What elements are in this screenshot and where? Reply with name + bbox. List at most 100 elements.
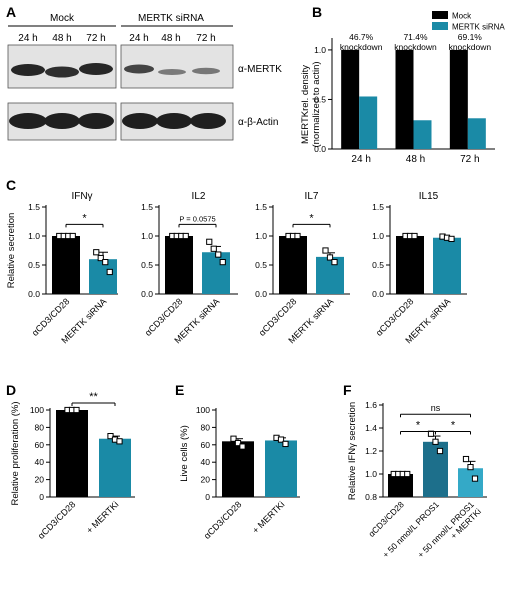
panel-c2-y-tick-label: 0.5 (141, 260, 153, 270)
panel-c2-data-point (219, 259, 226, 266)
panel-b-letter: B (312, 4, 322, 20)
panel-c4-y-tick-label: 0.0 (372, 289, 384, 299)
panel-d-x-tick-label: + MERTKi (84, 499, 120, 535)
panel-c4-data-point (411, 232, 418, 240)
panel-f-y-tick-label: 1.2 (365, 446, 377, 456)
panel-b-bar-mock (395, 49, 414, 150)
panel-a: A Mock MERTK siRNA 24 h 48 h 72 h 24 h 4… (6, 4, 282, 141)
panel-c2-data-point (182, 232, 189, 240)
panel-c1-y-axis-label: Relative secretion (6, 213, 17, 289)
panel-b-y-tick-label: 0.5 (314, 94, 326, 104)
panel-c1-y-tick-label: 0.0 (28, 289, 40, 299)
panel-b-bar-sirna (359, 96, 378, 149)
blot-lane-label: 72 h (86, 33, 105, 44)
panel-c3-y-tick-label: 0.0 (255, 289, 267, 299)
panel-c3-significance-label: * (309, 212, 314, 224)
panel-d-y-tick-label: 40 (35, 457, 45, 467)
blot-group-sirna: MERTK siRNA (138, 13, 204, 24)
panel-c3-y-tick-label: 1.5 (255, 202, 267, 212)
panel-f-y-tick-label: 1.0 (365, 469, 377, 479)
panel-c2-bar (202, 252, 230, 294)
panel-c3-data-point (294, 232, 301, 240)
panel-f-y-tick-label: 0.8 (365, 492, 377, 502)
panel-d-y-tick-label: 100 (30, 405, 44, 415)
panel-c1-title: IFNγ (71, 191, 92, 202)
panel-d-data-point (116, 438, 123, 445)
panel-e-y-tick-label: 0 (205, 492, 210, 502)
panel-e-bar (265, 440, 297, 497)
panel-d-x-tick-label: αCD3/CD28 (36, 499, 78, 541)
panel-d-y-tick-label: 20 (35, 475, 45, 485)
panel-f-bar (388, 474, 413, 497)
panel-b-y-tick-label: 1.0 (314, 45, 326, 55)
panel-f-significance-label: ns (431, 403, 441, 413)
blot-lane-label: 48 h (161, 33, 180, 44)
panel-c4-y-tick-label: 1.0 (372, 231, 384, 241)
blot-band (78, 113, 114, 129)
panel-f-data-point (404, 470, 411, 478)
panel-e-data-point (234, 439, 242, 447)
panel-b-y-axis-label: MERTKrel. density(normalized to actin) (300, 61, 322, 147)
blot-band (124, 64, 154, 74)
panel-b-bar-mock (341, 49, 360, 150)
panel-c2-title: IL2 (192, 191, 206, 202)
panel-b-legend-swatch (432, 22, 448, 30)
blot-group-mock: Mock (50, 13, 75, 24)
blot-row-label-actin: α-β-Actin (238, 117, 278, 128)
panel-b-annotation: knockdown (449, 42, 492, 52)
panel-b-annotation: 71.4% (403, 32, 428, 42)
blot-band (45, 66, 79, 78)
panel-c3-bar (279, 236, 307, 294)
panel-f-significance-label: * (416, 419, 421, 431)
panel-f-y-tick-label: 1.4 (365, 423, 377, 433)
panel-d-y-tick-label: 80 (35, 422, 45, 432)
panel-f-data-point (436, 447, 444, 455)
panel-e-y-tick-label: 40 (201, 457, 211, 467)
panel-c3-title: IL7 (305, 191, 319, 202)
panel-c2-data-point (210, 245, 217, 252)
panel-b-x-tick-label: 24 h (351, 154, 370, 165)
panel-b-legend-label: Mock (452, 12, 472, 21)
panel-d-bar (56, 410, 88, 497)
panel-c1-y-tick-label: 1.0 (28, 231, 40, 241)
panel-c4-bar (433, 237, 461, 294)
panel-c2-data-point (206, 238, 213, 245)
panel-f-data-point (432, 438, 439, 445)
panel-e-chart: 0 20 40 60 80 100 Live cells (%) αCD3/CD28 + MER… (179, 405, 300, 541)
panel-e-data-point (230, 435, 237, 442)
panel-b-x-tick-label: 72 h (460, 154, 479, 165)
panel-c1-data-point (93, 249, 100, 256)
panel-e-y-tick-label: 100 (196, 405, 210, 415)
panel-f-y-axis-label: Relative IFNγ secretion (347, 402, 358, 500)
panel-b-chart: 0.0 0.5 1.0 MERTKrel. density(normalized to… (300, 11, 505, 165)
panel-c1-significance-label: * (82, 212, 87, 224)
panel-b-x-tick-label: 48 h (406, 154, 425, 165)
blot-band (9, 113, 47, 129)
panel-f-data-point (471, 475, 479, 482)
panel-e-data-point (282, 440, 289, 448)
panel-c2-bar (165, 236, 193, 294)
panel-e-y-tick-label: 20 (201, 475, 211, 485)
panel-c1-data-point (102, 259, 109, 266)
panel-c1-data-point (97, 254, 104, 262)
panel-c3-y-tick-label: 1.0 (255, 231, 267, 241)
panel-d-y-tick-label: 0 (39, 492, 44, 502)
panel-e-x-tick-label: αCD3/CD28 (202, 499, 244, 541)
panel-c2-y-tick-label: 1.5 (141, 202, 153, 212)
panel-f-bar (423, 441, 448, 497)
panel-d-data-point (107, 433, 114, 440)
panel-c1-y-tick-label: 0.5 (28, 260, 40, 270)
blot-band (122, 113, 158, 129)
panel-c1-data-point (69, 232, 76, 240)
blot-band (79, 63, 113, 75)
panel-b-annotation: 46.7% (349, 32, 374, 42)
panel-c-letter: C (6, 177, 16, 193)
panel-d-significance-label: ** (89, 391, 98, 403)
panel-c3-data-point (331, 259, 338, 266)
panel-c4-y-tick-label: 0.5 (372, 260, 384, 270)
panel-d-data-point (73, 406, 80, 414)
panel-c4-title: IL15 (419, 191, 439, 202)
